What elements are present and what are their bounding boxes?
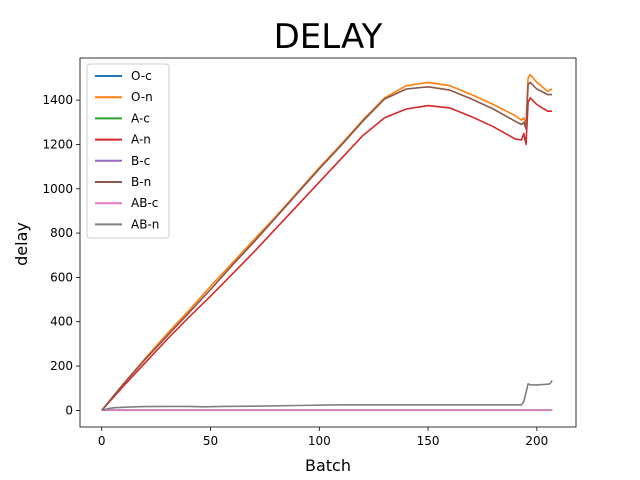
legend-label: AB-c [131, 196, 158, 210]
y-tick-label: 1400 [42, 93, 73, 107]
series-line-b-n [101, 81, 553, 411]
legend-label: O-c [131, 69, 152, 83]
y-tick-label: 400 [50, 315, 73, 329]
x-axis-title: Batch [305, 456, 351, 475]
legend-label: B-c [131, 154, 150, 168]
chart-title: DELAY [274, 17, 383, 57]
legend-label: A-c [131, 111, 150, 125]
series-line-ab-n [101, 380, 553, 412]
legend-label: AB-n [131, 217, 159, 231]
y-tick-label: 200 [50, 359, 73, 373]
y-tick-label: 0 [65, 403, 73, 417]
x-tick-label: 100 [308, 434, 331, 448]
legend-box [86, 63, 170, 239]
y-tick-label: 1000 [42, 182, 73, 196]
y-tick-label: 600 [50, 270, 73, 284]
legend-label: B-n [131, 175, 151, 189]
x-tick-label: 150 [417, 434, 440, 448]
legend-items: O-c O-n A-c A-n B-c B-n AB-c AB-n [95, 69, 159, 231]
x-axis: 0 50 100 150 200 [98, 427, 548, 448]
x-tick-label: 200 [525, 434, 548, 448]
y-axis-title: delay [12, 222, 31, 266]
plot-frame [79, 57, 577, 428]
y-tick-label: 1200 [42, 137, 73, 151]
y-axis: 0 200 400 600 800 1000 1200 1400 [42, 93, 80, 417]
x-tick-label: 0 [98, 434, 106, 448]
legend-label: A-n [131, 133, 151, 147]
x-tick-label: 50 [203, 434, 218, 448]
legend: O-c O-n A-c A-n B-c B-n AB-c AB-n [86, 63, 170, 239]
y-tick-label: 800 [50, 226, 73, 240]
series-layer [101, 73, 553, 412]
legend-label: O-n [131, 90, 153, 104]
